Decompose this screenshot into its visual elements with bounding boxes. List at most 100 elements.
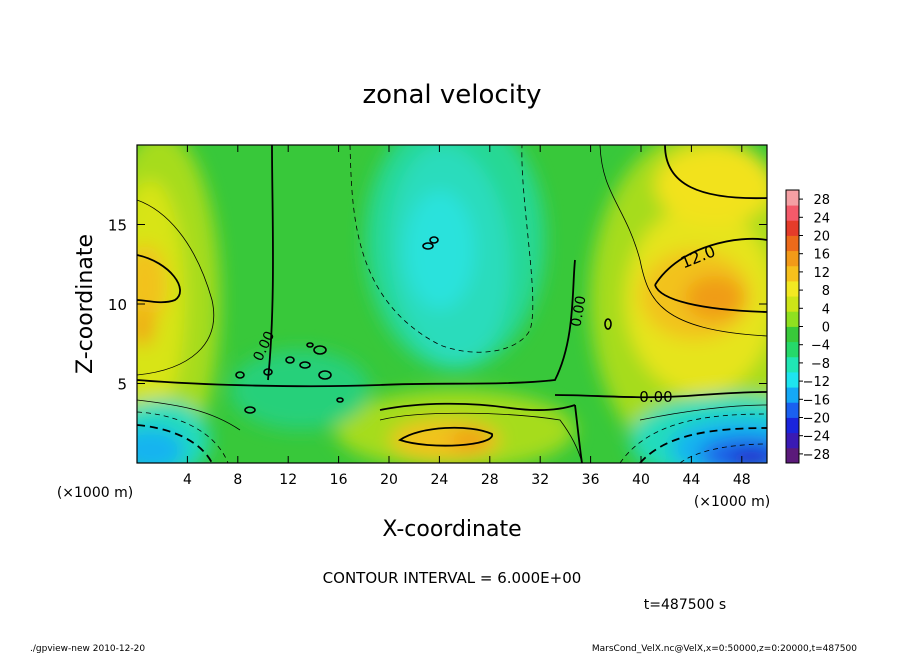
x-axis: 4 8 12 16 20 24 28 32 36 40 44 48 [183,145,751,488]
x-tick-label: 48 [733,472,751,488]
contour-interval-note: CONTOUR INTERVAL = 6.000E+00 [323,569,582,587]
contour-eddy [313,345,327,355]
x-unit-label-right: (×1000 m) [694,494,770,510]
x-tick-label: 16 [330,472,348,488]
footer-right: MarsCond_VelX.nc@VelX,x=0:50000,z=0:2000… [592,644,857,654]
colorbar-segment [786,432,799,449]
contour-eddy [336,397,344,403]
colorbar-label: 0 [822,321,830,336]
colorbar-segment [786,205,799,221]
contour-eddy [263,368,273,376]
contour-line [349,145,534,353]
colorbar-segment [786,447,799,464]
colorbar-segment [786,372,799,388]
contour-line [574,404,583,463]
x-tick-label: 28 [481,472,499,488]
colorbar-label: 28 [813,193,830,208]
contour-label: 0.00 [639,388,672,406]
contour-eddy [422,242,434,250]
field-region [655,145,767,225]
contour-lines [137,145,767,463]
x-tick-label: 32 [531,472,549,488]
colorbar-segment [786,402,799,418]
contour-line [654,237,767,286]
contour-eddy [244,406,256,414]
contour-line [599,145,767,337]
field-region [137,245,167,325]
y-axis: 5 10 15 [108,217,767,394]
contour-line [654,284,767,313]
x-tick-label: 20 [380,472,398,488]
field-region [730,450,767,463]
colorbar-segment [786,417,799,434]
contour-line [379,412,583,463]
colorbar-segment [786,281,799,297]
colorbar-segment [786,250,799,267]
colorbar-label: −28 [803,448,830,463]
contour-eddy [285,356,295,364]
contour-eddy [299,361,311,369]
contour-line [619,413,767,463]
x-tick-label: 40 [632,472,650,488]
colorbar-label: −4 [811,339,830,354]
contour-eddy [235,371,245,379]
y-axis-title: Z-coordinate [73,234,98,374]
y-tick-label: 5 [117,376,127,394]
colorbar-label: 16 [813,248,830,263]
colorbar-segment [786,387,799,403]
field-region [137,428,185,463]
contour-eddy [306,342,314,348]
colorbar-segment [786,235,799,252]
x-tick-label: 44 [682,472,700,488]
field-region [137,310,154,346]
contour-line [137,254,181,304]
colorbar-label: 4 [822,302,830,317]
contour-line [664,145,767,200]
contour-line [639,427,767,463]
time-stamp: t=487500 s [644,597,726,613]
contour-line [137,259,576,388]
x-tick-label: 4 [183,472,192,488]
colorbar: 28 24 20 16 12 8 4 0 −4 −8 −12 −16 −20 −24 −28 [785,189,830,464]
colorbar-label: −24 [803,430,830,445]
colorbar-segment [786,311,799,327]
field-region [230,350,370,430]
contour-eddy [604,318,612,330]
colorbar-label: 8 [822,284,830,299]
colorbar-label: 20 [813,230,830,245]
contour-line [137,399,241,431]
colorbar-label: 12 [813,266,830,281]
x-tick-label: 12 [279,472,297,488]
x-tick-label: 24 [430,472,448,488]
colorbar-label: −8 [811,357,830,372]
colorbar-segment [786,190,799,206]
x-axis-title: X-coordinate [382,517,521,542]
field-region [405,190,475,310]
field-region [685,276,745,320]
contour-eddy [318,370,332,380]
y-tick-label: 15 [108,217,127,235]
x-tick-label: 8 [233,472,242,488]
colorbar-segment [786,356,799,373]
colorbar-segment [786,296,799,312]
colorbar-label: −20 [803,412,830,427]
field-region [450,430,490,450]
contour-line [554,391,767,399]
x-tick-label: 36 [582,472,600,488]
contour-line [137,424,213,463]
chart-title: zonal velocity [362,80,541,110]
colorbar-label: 24 [813,211,830,226]
plot-area [137,145,767,463]
colorbar-segment [786,265,799,282]
colorbar-label: −16 [803,393,830,408]
colorbar-segment [786,341,799,358]
colorbar-segment [786,326,799,343]
contour-line [267,145,274,381]
field-region [390,420,500,460]
x-unit-label-left: (×1000 m) [57,485,133,501]
contour-label: 0.00 [568,295,589,328]
colorbar-segment [786,220,799,236]
y-tick-label: 10 [108,296,127,314]
contour-eddy [429,236,439,244]
